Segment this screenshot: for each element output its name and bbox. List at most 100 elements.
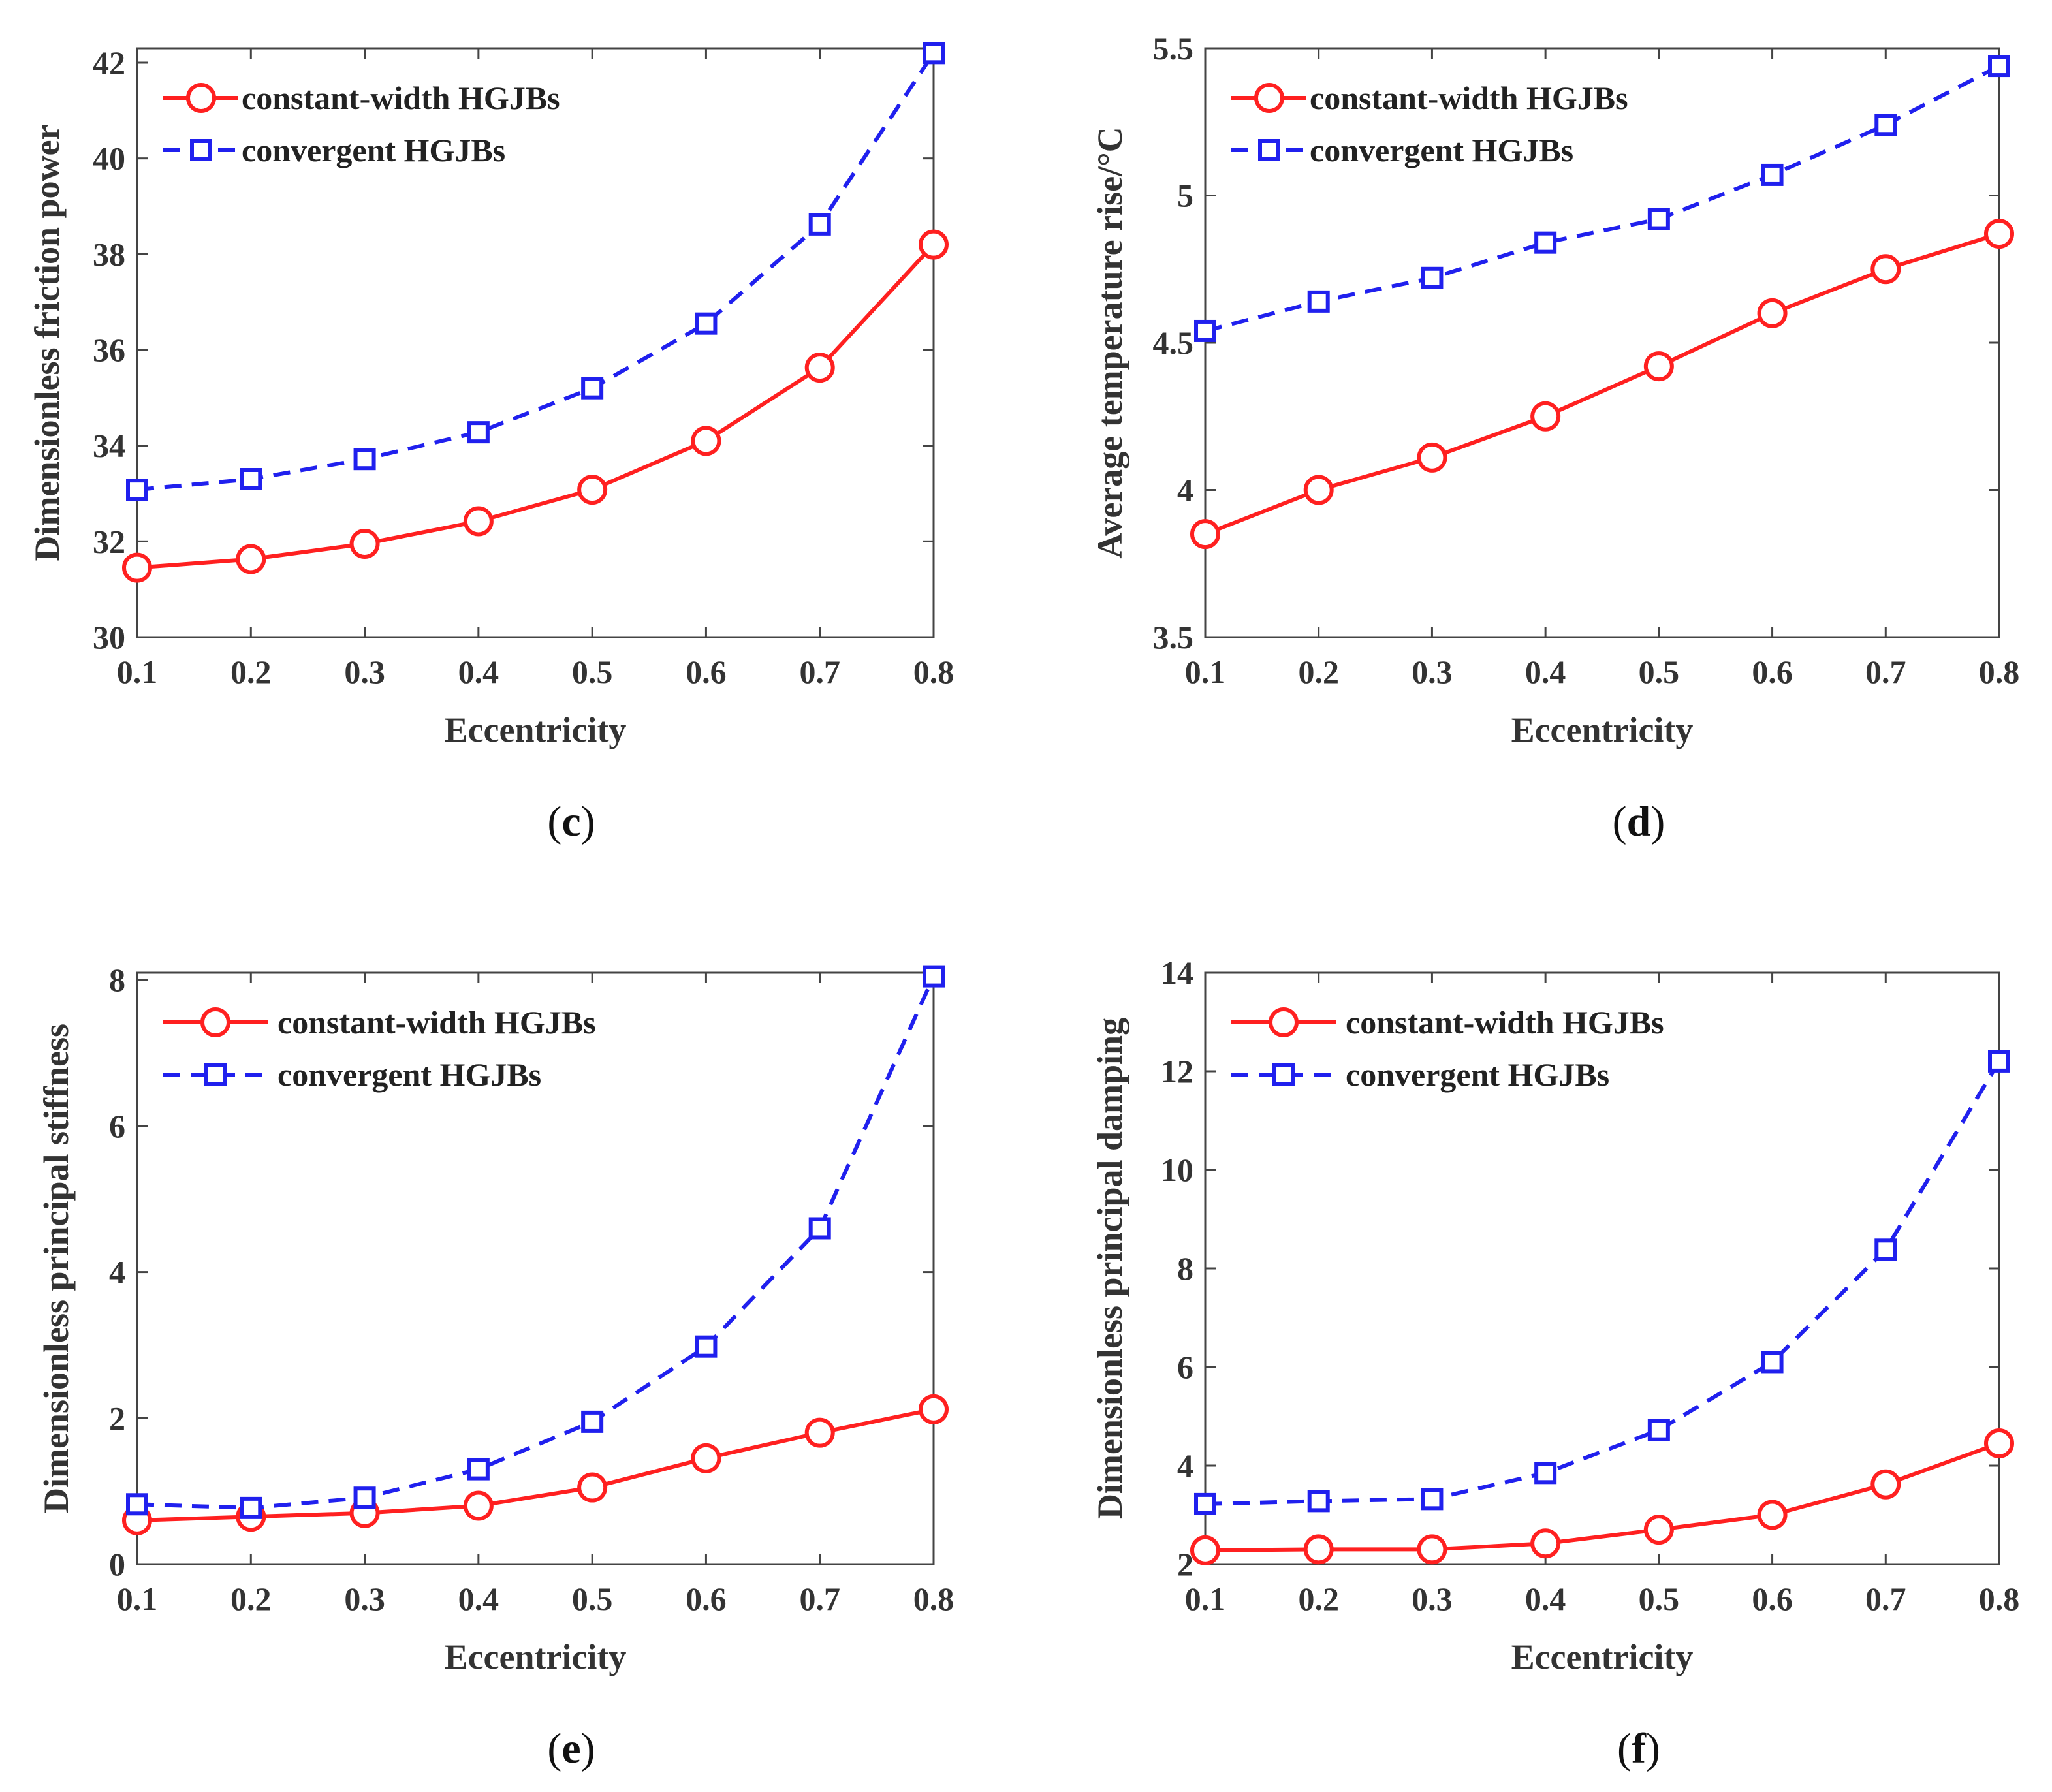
x-tick-label: 0.7: [1865, 653, 1906, 690]
chart-panel-e: 0.1 0.2 0.3 0.4 0.5 0.6 0.7 0.8 0 2 4 6 8 Eccentricit…: [37, 962, 954, 1772]
data-point: [1307, 1490, 1330, 1513]
y-tick-label: 4.5: [1153, 324, 1194, 361]
panel-label-close: ): [581, 1725, 595, 1772]
data-point: [1870, 254, 1901, 285]
data-point: [1761, 1351, 1784, 1374]
legend-entry: convergent HGJBs: [1231, 132, 1573, 168]
legend-entry: convergent HGJBs: [163, 132, 505, 168]
data-point: [695, 312, 718, 335]
series-convergent: [126, 965, 945, 1519]
legend-label: convergent HGJBs: [277, 1056, 541, 1093]
x-tick-label: 0.8: [913, 653, 955, 690]
x-tick-label: 0.8: [1979, 1580, 2020, 1617]
x-tick-label: 0.2: [230, 1580, 272, 1617]
y-tick-label: 34: [93, 428, 125, 464]
panel-label-letter: f: [1632, 1725, 1647, 1772]
y-axis-label: Dimensionless principal damping: [1090, 1018, 1129, 1519]
data-point: [577, 1472, 608, 1503]
y-tick-label: 36: [93, 332, 125, 368]
data-point: [1643, 351, 1674, 382]
legend-marker: [204, 1063, 227, 1086]
data-point: [808, 1217, 831, 1240]
panel-label-letter: c: [561, 798, 580, 845]
panel-label-open: (: [547, 798, 561, 845]
y-tick-label: 2: [109, 1400, 125, 1436]
y-tick-label: 6: [109, 1108, 125, 1144]
data-point: [1194, 319, 1216, 342]
series-line: [1205, 1060, 2001, 1506]
y-tick-label: 4: [1177, 1447, 1193, 1484]
data-point: [581, 1410, 604, 1433]
x-tick-label: 0.3: [1412, 653, 1453, 690]
data-point: [463, 1490, 494, 1521]
series-constant-width: [122, 1394, 949, 1535]
legend-marker: [1254, 83, 1284, 113]
legend-label: constant-width HGJBs: [242, 80, 560, 116]
data-point: [691, 426, 721, 456]
data-point: [126, 479, 148, 501]
legend-entry: convergent HGJBs: [1231, 1056, 1609, 1093]
data-point: [1303, 1534, 1334, 1565]
x-tick-label: 0.2: [230, 653, 272, 690]
series-line: [1205, 64, 2000, 333]
chart-panel-f: 0.1 0.2 0.3 0.4 0.5 0.6 0.7 0.82468101214Eccent…: [1090, 954, 2019, 1772]
series-line: [136, 52, 936, 492]
y-tick-label: 0: [109, 1546, 125, 1582]
data-point: [1417, 1534, 1447, 1565]
legend-entry: constant-width HGJBs: [1231, 1004, 1664, 1041]
x-tick-label: 0.7: [799, 1580, 840, 1617]
x-tick-label: 0.4: [458, 1580, 499, 1617]
x-tick-label: 0.6: [686, 1580, 727, 1617]
data-point: [1984, 219, 2014, 249]
data-point: [1534, 1462, 1557, 1485]
x-tick-label: 0.1: [1185, 653, 1226, 690]
panel-label-close: ): [1646, 1725, 1660, 1772]
legend-entry: constant-width HGJBs: [163, 1004, 596, 1041]
data-point: [349, 529, 380, 559]
panel-label: (e): [547, 1725, 595, 1772]
series-line: [136, 1407, 934, 1522]
panel-label-letter: e: [561, 1725, 580, 1772]
data-point: [1421, 1488, 1444, 1511]
data-point: [240, 468, 262, 490]
legend-label: constant-width HGJBs: [277, 1004, 596, 1041]
legend-entry: convergent HGJBs: [163, 1056, 541, 1093]
legend-marker: [190, 139, 212, 161]
y-tick-label: 6: [1177, 1349, 1193, 1385]
x-tick-label: 0.2: [1298, 1580, 1339, 1617]
data-point: [353, 1486, 376, 1509]
data-point: [1307, 290, 1330, 313]
plot-frame: [136, 971, 935, 1565]
x-tick-label: 0.8: [1979, 653, 2020, 690]
x-tick-label: 0.8: [913, 1580, 955, 1617]
series-convergent: [1194, 1050, 2010, 1515]
plot-frame: [136, 47, 935, 638]
x-tick-label: 0.6: [1752, 1580, 1793, 1617]
panel-label-close: ): [581, 798, 595, 845]
legend-label: constant-width HGJBs: [1346, 1004, 1664, 1041]
data-point: [808, 213, 831, 236]
data-point: [804, 1417, 835, 1448]
y-tick-label: 32: [93, 523, 125, 559]
x-tick-label: 0.1: [1185, 1580, 1226, 1617]
x-tick-label: 0.6: [1752, 653, 1793, 690]
x-tick-label: 0.7: [799, 653, 840, 690]
legend-label: convergent HGJBs: [242, 132, 505, 168]
series-convergent: [1194, 55, 2010, 342]
data-point: [126, 1493, 148, 1516]
series-line: [1204, 232, 2000, 536]
y-axis-label: Dimensionless friction power: [27, 125, 67, 561]
panel-label-open: (: [1617, 1725, 1632, 1772]
data-point: [236, 544, 266, 574]
legend-label: constant-width HGJBs: [1310, 80, 1628, 116]
y-tick-label: 8: [109, 962, 125, 998]
x-tick-label: 0.3: [344, 653, 385, 690]
x-tick-label: 0.4: [458, 653, 499, 690]
x-tick-label: 0.6: [686, 653, 727, 690]
y-tick-label: 40: [93, 140, 125, 177]
series-constant-width: [1190, 219, 2014, 550]
x-tick-label: 0.1: [117, 1580, 158, 1617]
x-axis-label: Eccentricity: [445, 1637, 627, 1676]
data-point: [1534, 231, 1557, 254]
